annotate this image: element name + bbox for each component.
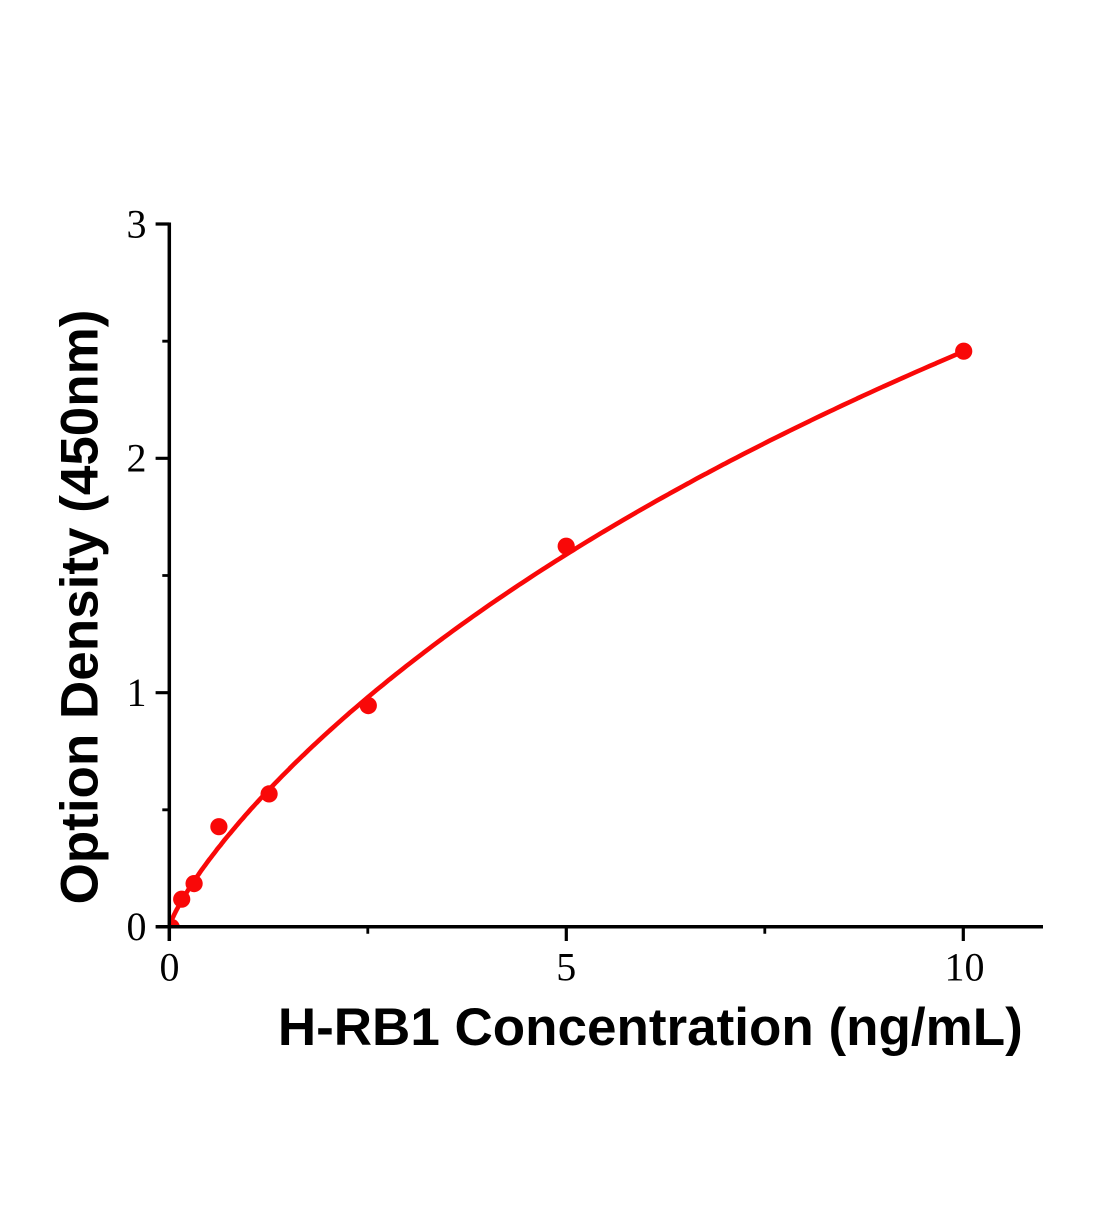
svg-text:2: 2	[127, 436, 147, 481]
svg-text:5: 5	[556, 944, 576, 989]
svg-text:10: 10	[945, 944, 985, 989]
svg-text:0: 0	[127, 904, 147, 949]
svg-text:3: 3	[127, 201, 147, 246]
svg-text:0: 0	[160, 944, 180, 989]
svg-text:1: 1	[127, 670, 147, 715]
svg-text:H-RB1 Concentration (ng/mL): H-RB1 Concentration (ng/mL)	[278, 998, 1023, 1057]
svg-text:Option Density (450nm): Option Density (450nm)	[51, 310, 110, 905]
